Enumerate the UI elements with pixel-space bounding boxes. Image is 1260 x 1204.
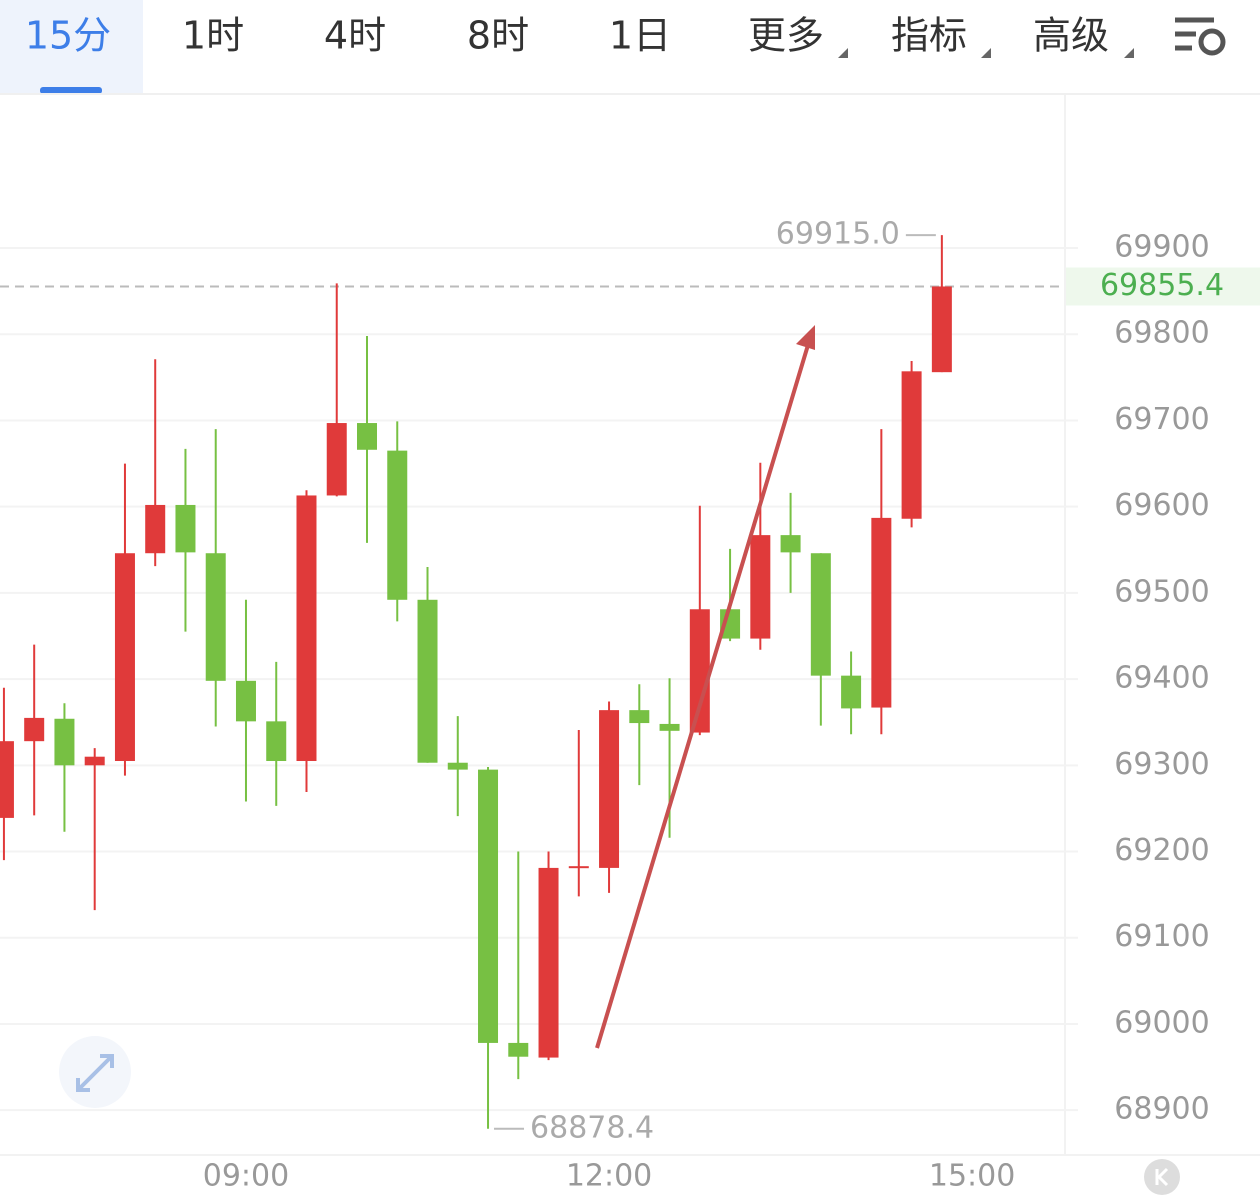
candle-body	[508, 1042, 529, 1057]
candles	[0, 234, 952, 1130]
candle-body	[689, 609, 710, 733]
candle-body	[871, 517, 892, 708]
last-price-label: 69855.4	[1100, 268, 1224, 303]
candle-body	[114, 553, 135, 762]
candle-body	[780, 535, 801, 553]
active-tab-bg	[0, 0, 143, 93]
candle-body	[538, 867, 559, 1058]
candle-body	[417, 599, 438, 763]
y-tick-label: 68900	[1114, 1092, 1209, 1127]
low-label: 68878.4	[530, 1110, 654, 1145]
candle-body	[145, 504, 166, 554]
y-tick-label: 69300	[1114, 747, 1209, 782]
scroll-latest-button[interactable]	[1144, 1159, 1180, 1195]
candle-body	[931, 286, 952, 373]
candle-body	[205, 553, 226, 681]
labels: 68900 69000 69100 69200 69300 69400 69500 69600…	[203, 217, 1260, 1194]
candle-body	[387, 450, 408, 600]
y-tick-label: 69100	[1114, 919, 1209, 954]
candle-body	[568, 866, 589, 869]
expand-icon	[76, 1054, 114, 1092]
dropdown-caret	[838, 48, 848, 58]
icon-gear	[1198, 28, 1226, 56]
dropdown-caret	[1124, 48, 1134, 58]
y-tick-label: 69800	[1114, 316, 1209, 351]
active-tab-indicator	[40, 87, 102, 94]
y-tick-label: 69700	[1114, 402, 1209, 437]
candle-body	[810, 553, 831, 676]
tab[interactable]: 4时	[324, 14, 386, 58]
high-label: 69915.0	[776, 217, 900, 252]
tab[interactable]: 更多	[748, 14, 824, 58]
candle-body	[175, 504, 196, 553]
tab[interactable]: 1时	[182, 14, 244, 58]
candle-body	[54, 718, 75, 766]
candle-body	[478, 769, 499, 1043]
tabs: 15分 1时 4时 8时 1日 更多 指标 高级	[25, 14, 1109, 58]
y-tick-label: 69400	[1114, 661, 1209, 696]
scroll-latest-icon	[1155, 1167, 1169, 1187]
y-tick-label: 69200	[1114, 833, 1209, 868]
tab[interactable]: 指标	[891, 14, 967, 58]
candle-body	[296, 495, 317, 762]
tab[interactable]: 15分	[25, 14, 111, 58]
drawn-arrow-head	[796, 325, 815, 350]
candle-body	[599, 710, 620, 868]
tab[interactable]: 8时	[467, 14, 529, 58]
y-tick-label: 69600	[1114, 488, 1209, 523]
candle-body	[629, 710, 650, 724]
candle-body	[326, 423, 347, 496]
candle-body	[357, 423, 378, 450]
y-tick-label: 69900	[1114, 230, 1209, 265]
candle-body	[659, 723, 680, 731]
x-tick-label: 12:00	[566, 1159, 652, 1194]
candle-body	[750, 535, 771, 639]
settings-icon[interactable]	[1175, 17, 1226, 56]
last-price-bg	[1066, 267, 1260, 306]
candle-body	[266, 721, 287, 762]
candle-body	[901, 371, 922, 519]
tab[interactable]: 1日	[609, 14, 671, 58]
y-tick-label: 69500	[1114, 574, 1209, 609]
drawn-trend-arrow	[595, 344, 810, 1049]
candle-body	[24, 717, 45, 742]
candle-body	[447, 762, 468, 770]
candle-body	[841, 675, 862, 709]
y-tick-label: 69000	[1114, 1005, 1209, 1040]
x-tick-label: 15:00	[929, 1159, 1015, 1194]
tab[interactable]: 高级	[1033, 14, 1109, 58]
dropdown-caret	[981, 48, 991, 58]
x-tick-label: 09:00	[203, 1159, 289, 1194]
candle-body	[235, 680, 256, 722]
candle-body	[84, 756, 105, 766]
candle-body	[0, 741, 14, 818]
